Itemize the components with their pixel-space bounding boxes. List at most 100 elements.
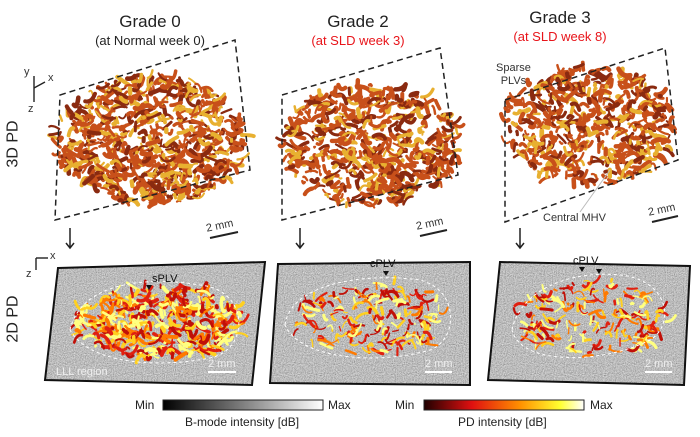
vessel-segment [590, 76, 599, 81]
vessel-segment [82, 334, 95, 341]
vessel-segment [578, 159, 586, 167]
vessel-segment [655, 308, 664, 314]
vessel-segment [226, 158, 230, 170]
scale-bars-3d [209, 215, 679, 239]
vessel-segment [529, 88, 536, 102]
vessel-segment [581, 86, 586, 93]
col3-title: Grade 3 [529, 8, 591, 27]
vessel-segment [527, 330, 539, 341]
vessel-segment [373, 314, 377, 321]
vessel-segment [186, 151, 202, 161]
vessel-segment [648, 129, 661, 139]
vessel-segment [603, 116, 614, 128]
vessel-segment [382, 86, 393, 91]
vessel-segment [172, 192, 178, 200]
vessel-segment [221, 175, 233, 181]
vessel-segment [198, 345, 209, 352]
vessel-segment [539, 150, 553, 159]
sparse-plvs-label: Sparse PLVs [496, 62, 531, 87]
vessel-segment [226, 302, 231, 312]
vessel-segment [667, 115, 675, 127]
vessel-segment [317, 338, 332, 345]
vessel-segment [424, 342, 439, 347]
vessel-segment [541, 283, 547, 293]
vessel-segment [638, 296, 649, 303]
vessel-segment [115, 143, 122, 152]
vessel-segment [236, 310, 243, 318]
vessel-segment [657, 331, 664, 341]
vessel-segment [571, 281, 575, 287]
vessel-segment [350, 325, 362, 335]
vessel-segment [632, 165, 641, 173]
axes-2d-icon [35, 257, 48, 270]
vessel-segment [377, 341, 388, 350]
vessel-segment [422, 330, 433, 341]
vessel-segment [173, 285, 182, 293]
vessel-segment [569, 101, 582, 112]
pd-min: Min [395, 398, 415, 412]
vessel-segment [626, 151, 641, 159]
vessel-segment [360, 142, 371, 152]
axes-3d-icon [33, 76, 46, 102]
vessel-segment [329, 149, 344, 156]
vessel-segment [375, 314, 385, 321]
vessel-segment [172, 104, 186, 112]
vessel-segment [177, 118, 183, 123]
vessel-segment [214, 304, 219, 310]
vessel-segment [137, 95, 143, 102]
vessel-segment [518, 142, 528, 149]
vessel-segment [639, 334, 646, 338]
vessel-segment [231, 117, 238, 123]
vessel-segment [436, 136, 443, 144]
vessel-segment [369, 87, 383, 93]
vessel-segment [187, 350, 194, 358]
vessel-segment [321, 178, 331, 184]
vessel-segment [436, 166, 442, 178]
vessel-segment [86, 141, 100, 147]
vessel-segment [137, 145, 148, 152]
vessel-segment [664, 144, 674, 152]
vessel-segment [108, 184, 120, 191]
vessel-segment [399, 170, 415, 183]
vessel-segment [66, 126, 76, 138]
vessel-segment [385, 332, 391, 341]
vessel-segment [355, 106, 363, 120]
vessel-segment [371, 132, 388, 141]
vessel-segment [645, 147, 651, 156]
vessel-segment [367, 82, 373, 88]
vessel-segment [644, 145, 657, 154]
vessel-segment [235, 332, 249, 338]
vessel-segment [519, 327, 531, 332]
vessel-segment [170, 338, 174, 348]
scale-label-2d-2: 2 mm [425, 358, 453, 370]
vessel-segment [100, 94, 114, 106]
vessel-segment [178, 76, 189, 87]
vessel-segment [533, 322, 542, 332]
vessel-segment [606, 147, 617, 156]
vessel-segment [147, 320, 153, 332]
vessel-segment [367, 342, 374, 348]
vessel-segment [198, 127, 209, 132]
vessel-segment [318, 144, 330, 151]
vessel-segment [370, 115, 373, 125]
vessel-segment [374, 180, 379, 191]
vessel-segment [320, 301, 327, 309]
vessel-segment [131, 303, 137, 306]
vessel-segment [156, 347, 162, 355]
vessel-segment [392, 142, 406, 152]
vessel-segment [525, 77, 533, 88]
vessel-segment [620, 136, 634, 150]
vessel-segment [438, 155, 449, 162]
vessel-segment [556, 120, 570, 131]
vessel-segment [164, 135, 180, 147]
vessel-segment [588, 108, 602, 116]
vessel-segment [103, 302, 112, 312]
vessel-segment [205, 157, 210, 163]
vessel-segment [110, 194, 125, 201]
vessel-segment [212, 113, 219, 122]
vessel-segment [582, 281, 593, 292]
vessel-segment [554, 333, 561, 338]
vessel-segment [587, 155, 594, 166]
vessel-segment [204, 174, 213, 181]
vessel-segment [386, 196, 398, 204]
